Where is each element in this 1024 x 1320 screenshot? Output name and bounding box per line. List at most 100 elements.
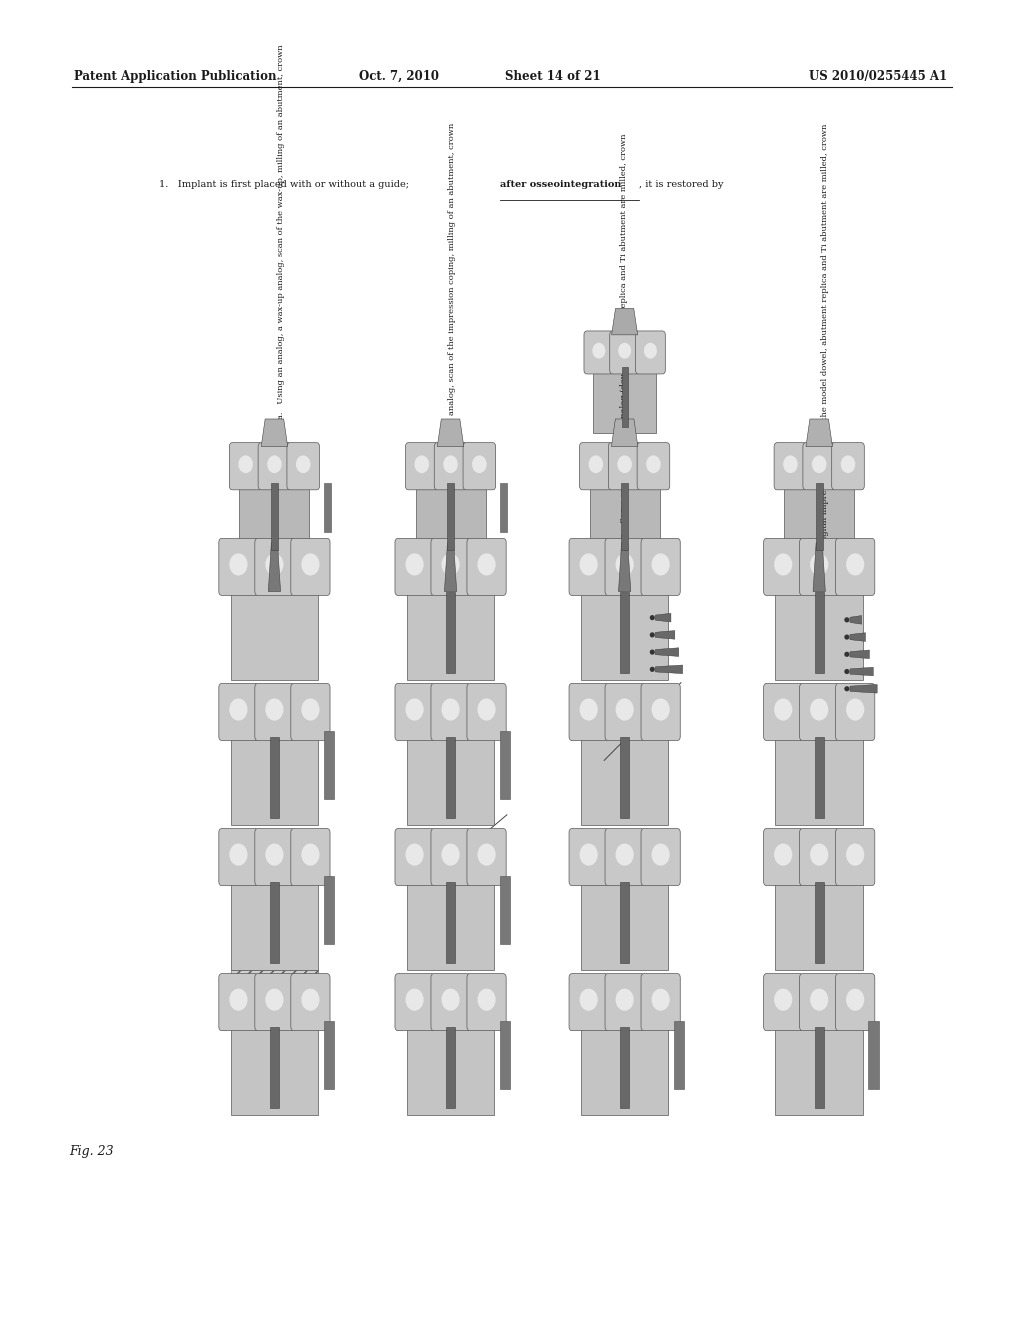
FancyBboxPatch shape [255,829,294,886]
Bar [416,486,485,557]
Ellipse shape [644,343,657,359]
FancyBboxPatch shape [569,974,608,1031]
Polygon shape [655,665,683,673]
FancyBboxPatch shape [569,829,608,886]
FancyBboxPatch shape [764,539,803,595]
FancyBboxPatch shape [467,829,506,886]
FancyBboxPatch shape [836,974,874,1031]
Bar [622,367,628,428]
FancyBboxPatch shape [431,684,470,741]
Ellipse shape [615,843,634,866]
Polygon shape [850,667,873,676]
Ellipse shape [229,989,248,1011]
Polygon shape [268,543,281,591]
Ellipse shape [296,455,310,473]
FancyBboxPatch shape [395,829,434,886]
Bar [581,737,669,825]
Polygon shape [850,649,869,659]
FancyBboxPatch shape [836,539,874,595]
Bar [407,882,495,970]
Polygon shape [850,615,861,624]
Polygon shape [261,418,288,446]
Bar [270,882,279,964]
Bar [230,970,318,1016]
Ellipse shape [651,698,670,721]
Bar [447,483,454,549]
Bar [230,882,318,970]
FancyBboxPatch shape [803,442,836,490]
Polygon shape [806,418,833,446]
Ellipse shape [267,455,282,473]
Ellipse shape [301,843,319,866]
FancyBboxPatch shape [219,684,258,741]
Bar [446,882,455,964]
Bar [230,1027,318,1115]
FancyBboxPatch shape [637,442,670,490]
FancyBboxPatch shape [287,442,319,490]
Ellipse shape [406,553,424,576]
FancyBboxPatch shape [569,684,608,741]
Ellipse shape [844,669,850,675]
Ellipse shape [589,455,603,473]
FancyBboxPatch shape [609,331,640,374]
Bar [407,591,495,680]
Polygon shape [611,309,638,335]
Bar [674,1022,684,1089]
Ellipse shape [846,553,864,576]
Ellipse shape [646,455,660,473]
Bar [271,483,278,549]
Text: after osseointegration: after osseointegration [500,180,622,189]
FancyBboxPatch shape [605,684,644,741]
FancyBboxPatch shape [258,442,291,490]
Ellipse shape [406,698,424,721]
Bar [775,882,863,970]
Ellipse shape [477,989,496,1011]
Bar [775,737,863,825]
Ellipse shape [810,843,828,866]
Text: US 2010/0255445 A1: US 2010/0255445 A1 [809,70,947,83]
Ellipse shape [651,843,670,866]
Ellipse shape [650,667,655,672]
FancyBboxPatch shape [641,684,680,741]
FancyBboxPatch shape [255,684,294,741]
Ellipse shape [441,989,460,1011]
Polygon shape [655,631,675,639]
Ellipse shape [810,698,828,721]
Ellipse shape [229,843,248,866]
Polygon shape [850,632,865,642]
FancyBboxPatch shape [229,442,262,490]
FancyBboxPatch shape [463,442,496,490]
FancyBboxPatch shape [219,539,258,595]
FancyBboxPatch shape [395,539,434,595]
Ellipse shape [774,553,793,576]
FancyBboxPatch shape [467,684,506,741]
FancyBboxPatch shape [291,974,330,1031]
FancyBboxPatch shape [467,539,506,595]
Ellipse shape [844,635,850,640]
Ellipse shape [441,553,460,576]
Ellipse shape [810,989,828,1011]
Ellipse shape [846,989,864,1011]
Ellipse shape [477,843,496,866]
Bar [500,876,510,944]
Bar [324,483,332,532]
Ellipse shape [477,553,496,576]
Ellipse shape [615,553,634,576]
Ellipse shape [615,698,634,721]
Ellipse shape [301,553,319,576]
Polygon shape [437,418,464,446]
Bar [621,1027,629,1109]
Ellipse shape [650,649,655,655]
Ellipse shape [650,615,655,620]
Bar [230,591,318,680]
Bar [240,486,309,557]
FancyBboxPatch shape [764,684,803,741]
Bar [581,1027,669,1115]
Bar [407,1027,495,1115]
Bar [816,483,822,549]
Text: Patent Application Publication: Patent Application Publication [74,70,276,83]
Text: d.   Digital impression, milling of the model dowel, abutment replica and Ti abu: d. Digital impression, milling of the mo… [821,123,829,561]
Ellipse shape [844,652,850,657]
Ellipse shape [415,455,429,473]
Bar [581,591,669,680]
